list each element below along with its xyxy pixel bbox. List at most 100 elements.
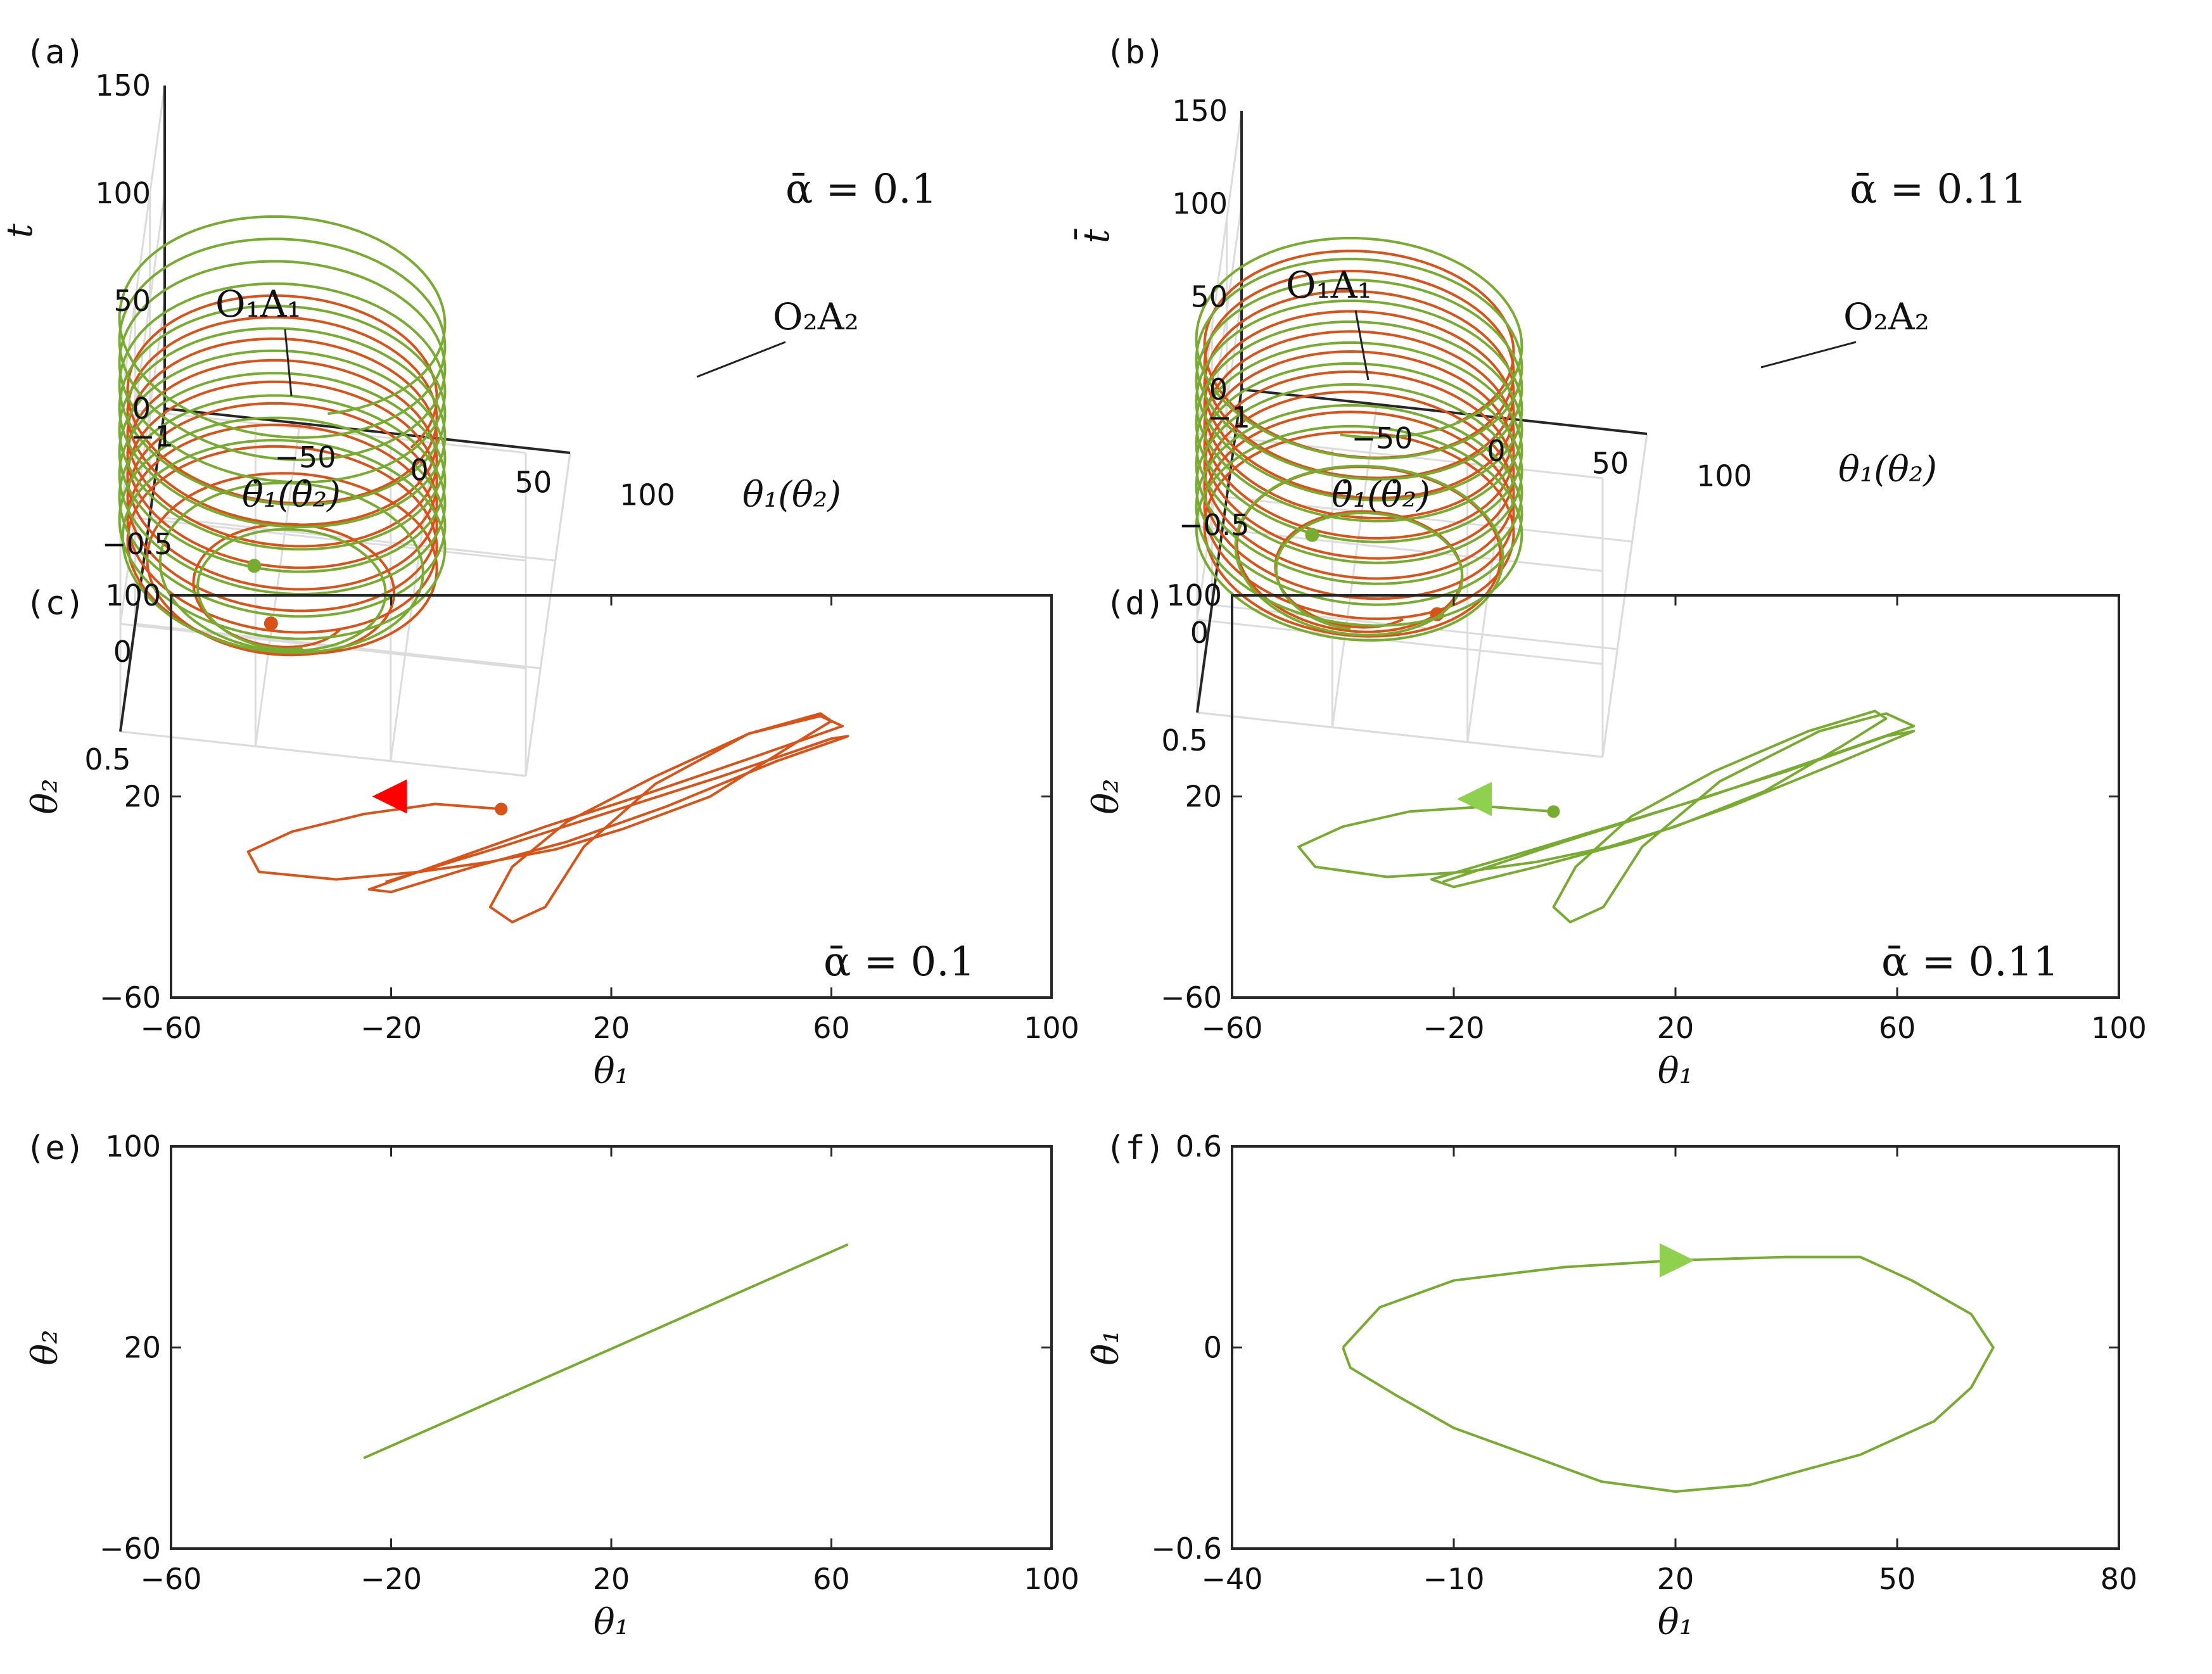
xtick-label-c: −20 <box>360 1011 422 1045</box>
ztick-label-b: 50 <box>1190 279 1228 314</box>
leader-line-a-2 <box>696 341 786 378</box>
series-line-d-0 <box>1297 709 1916 923</box>
ztick-label-b: 100 <box>1172 187 1228 221</box>
grid-line-floor-y <box>120 730 526 777</box>
ylabel-c: θ₂ <box>25 778 66 814</box>
ytick-label-b: 0.5 <box>1161 723 1207 758</box>
panel-a-3d: 0 50 100 150 −50 0 50 100 0.5 0 −0.5 −1 t̄ θ₁(θ₂) θ̇₁(… <box>0 68 859 777</box>
series-line-f-0 <box>1342 1255 1995 1493</box>
ylabel-a: θ̇₁(θ̇₂) <box>242 474 341 516</box>
xtick-label-b: 50 <box>1592 447 1629 481</box>
panel-b-3d: 0 50 100 150 −50 0 50 100 0.5 0 −0.5 −1 t̄ θ₁(θ₂) θ̇₁(… <box>1074 94 1937 758</box>
curve-label-a-1: O₁A₁ <box>215 282 302 326</box>
ztick-label-a: 100 <box>95 176 151 210</box>
ztick-label-b: 0 <box>1209 372 1228 407</box>
grid-line-back-h <box>120 623 526 669</box>
xtick-label-d: 100 <box>2091 1011 2147 1045</box>
ylabel-f: θ̇₁ <box>1086 1329 1127 1365</box>
xlabel-c: θ₁ <box>594 1051 629 1092</box>
panel-label-b: (b) <box>1105 34 1165 72</box>
grid-line-floor-y <box>1197 711 1603 758</box>
xtick-label-f: −10 <box>1423 1562 1484 1596</box>
xtick-label-f: −40 <box>1201 1562 1262 1596</box>
ytick-label-e: −60 <box>99 1531 161 1566</box>
ytick-label-a: −1 <box>130 419 174 453</box>
zlabel-b: t̄ <box>1074 228 1117 243</box>
leader-line-b-1 <box>1354 310 1370 381</box>
xtick-label-d: 20 <box>1657 1011 1694 1045</box>
xlabel-b: θ₁(θ₂) <box>1838 449 1937 490</box>
series-line-e-0 <box>363 1243 849 1459</box>
direction-arrow-f <box>1660 1243 1694 1278</box>
curve-label-b-1: O₁A₁ <box>1286 263 1372 307</box>
helix-b-1 <box>1195 236 1523 642</box>
axes-box-f <box>1231 1145 2120 1550</box>
xtick-label-c: −60 <box>140 1011 201 1045</box>
ytick-label-d: −60 <box>1160 980 1222 1015</box>
xtick-label-b: −50 <box>1351 421 1413 455</box>
ztick-label-a: 50 <box>113 284 151 318</box>
xlabel-f: θ₁ <box>1658 1602 1693 1643</box>
ytick-label-b: −1 <box>1207 400 1250 434</box>
panel-e: −60 −20 20 60 100 −60 20 100 θ₁ θ₂ <box>25 1129 1079 1643</box>
ytick-label-e: 100 <box>105 1129 161 1164</box>
series-line-c-0 <box>246 712 849 923</box>
ytick-label-c: 20 <box>124 780 161 814</box>
alpha-annotation-b: ᾱ = 0.11 <box>1850 166 2027 213</box>
leader-line-b-2 <box>1760 341 1857 369</box>
ytick-label-e: 20 <box>124 1331 161 1365</box>
helix-b-0 <box>1203 250 1515 638</box>
grid-line-floor-y <box>135 623 541 669</box>
xtick-label-a: −50 <box>274 440 336 474</box>
alpha-annotation-c: ᾱ = 0.1 <box>823 939 975 986</box>
start-point-a-1 <box>247 559 262 573</box>
panel-c: −60 −20 20 60 100 −60 20 100 θ₁ θ₂ <box>25 578 1079 1092</box>
panel-label-a: (a) <box>25 34 85 72</box>
xtick-label-b: 0 <box>1487 434 1505 468</box>
helix-a-0 <box>126 294 438 657</box>
helix-a-1 <box>118 215 447 654</box>
xtick-label-c: 60 <box>813 1011 850 1045</box>
panel-label-c: (c) <box>25 585 85 623</box>
start-point-a-0 <box>264 616 278 631</box>
ytick-label-a: 0 <box>113 635 132 669</box>
ytick-label-b: −0.5 <box>1179 508 1250 542</box>
panel-f: −40 −10 20 50 80 −0.6 0 0.6 θ₁ θ̇₁ <box>1086 1129 2137 1643</box>
direction-arrow-d <box>1457 782 1492 816</box>
xtick-label-d: −60 <box>1201 1011 1262 1045</box>
ylabel-b: θ̇₁(θ̇₂) <box>1332 474 1430 516</box>
xtick-label-d: −20 <box>1423 1011 1484 1045</box>
ytick-label-f: 0 <box>1204 1331 1222 1365</box>
xlabel-d: θ₁ <box>1658 1051 1693 1092</box>
xtick-label-a: 50 <box>515 466 552 500</box>
xtick-label-a: 100 <box>620 478 675 512</box>
xtick-label-b: 100 <box>1696 459 1752 493</box>
curve-label-b-2: O₂A₂ <box>1843 295 1929 338</box>
xtick-label-c: 20 <box>593 1011 630 1045</box>
ytick-label-b: 0 <box>1190 616 1209 650</box>
xtick-label-e: 60 <box>813 1562 850 1596</box>
start-point-c <box>495 802 508 816</box>
ytick-label-c: −60 <box>99 980 161 1015</box>
ylabel-e: θ₂ <box>25 1329 66 1365</box>
panel-label-f: (f) <box>1105 1129 1165 1167</box>
ztick-label-a: 0 <box>132 391 151 426</box>
alpha-annotation-a: ᾱ = 0.1 <box>785 166 937 213</box>
xtick-label-f: 50 <box>1879 1562 1916 1596</box>
grid-line-back-h <box>120 515 526 562</box>
alpha-annotation-d: ᾱ = 0.11 <box>1881 939 2059 986</box>
ztick-label-a: 150 <box>95 68 151 103</box>
x-axis-line <box>164 407 571 454</box>
panel-label-d: (d) <box>1105 585 1165 623</box>
xlabel-a: θ₁(θ₂) <box>742 474 841 516</box>
panel-d: −60 −20 20 60 100 −60 20 100 θ₁ θ₂ <box>1086 578 2147 1092</box>
axes-box-d <box>1231 594 2120 999</box>
xtick-label-f: 20 <box>1657 1562 1694 1596</box>
xtick-label-c: 100 <box>1024 1011 1079 1045</box>
direction-arrow-c <box>372 779 407 814</box>
xtick-label-d: 60 <box>1879 1011 1916 1045</box>
panel-label-e: (e) <box>25 1129 85 1167</box>
ytick-label-d: 100 <box>1166 578 1222 612</box>
xtick-label-e: 20 <box>593 1562 630 1596</box>
